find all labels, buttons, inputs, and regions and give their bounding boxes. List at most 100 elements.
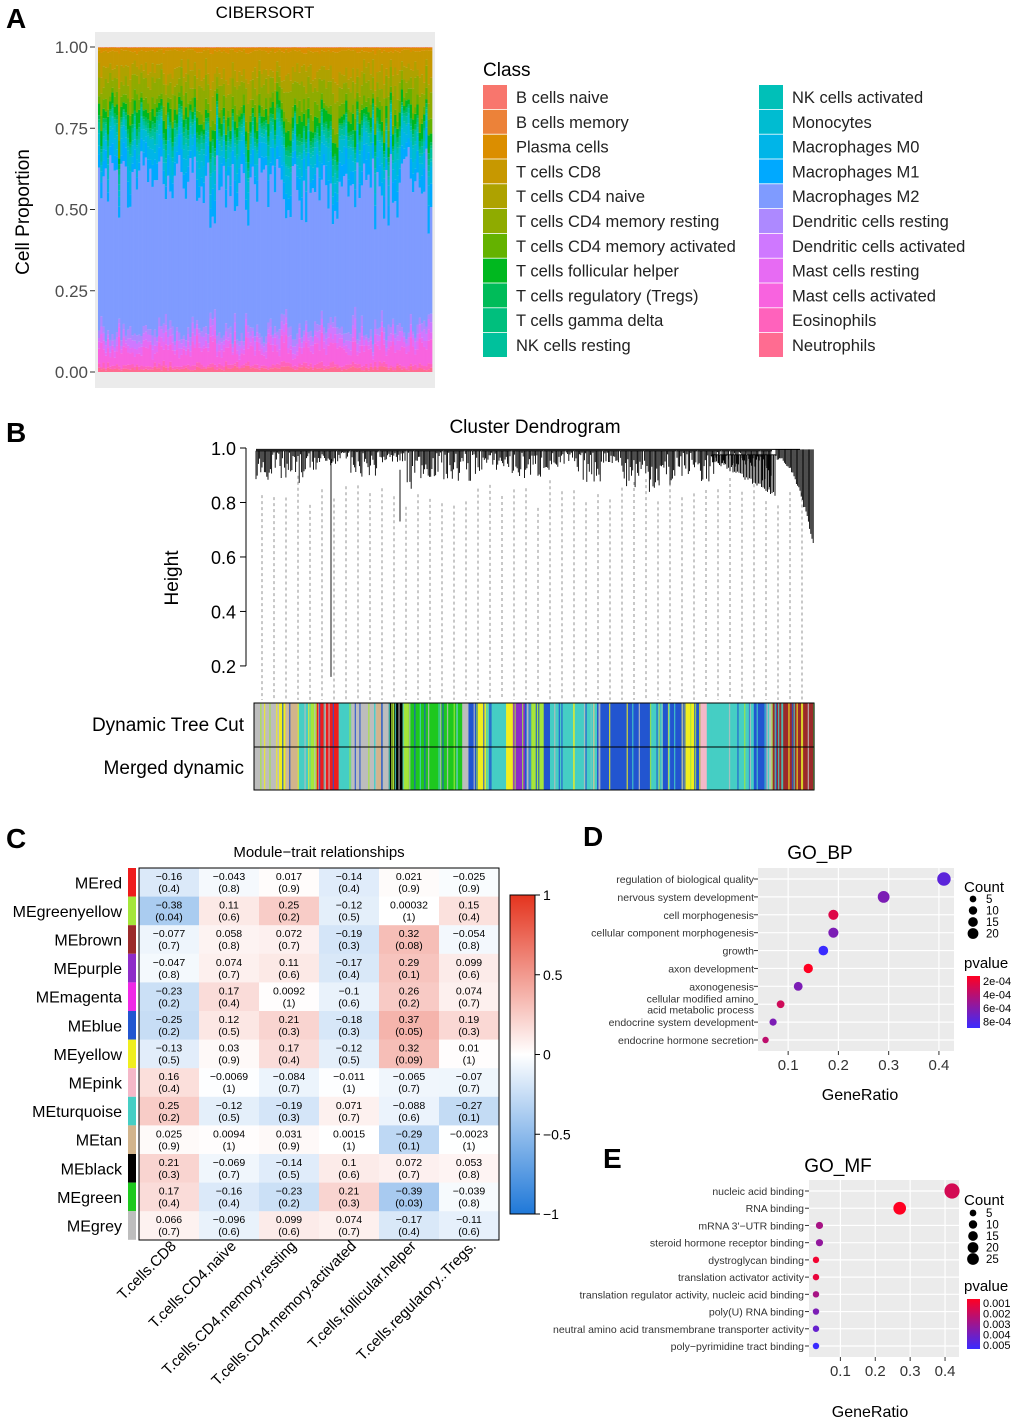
bar-segment [164, 344, 168, 366]
tree-branches [543, 450, 566, 470]
row-color-swatch [128, 1068, 136, 1097]
bar-segment [253, 142, 257, 147]
bar-segment [220, 150, 224, 156]
row-color-swatch [128, 868, 136, 897]
bar-segment [193, 134, 197, 157]
heatmap-cell: 0.12(0.5) [199, 1011, 260, 1040]
bar-segment [140, 72, 143, 93]
bar-segment [289, 326, 293, 336]
bar-segment [213, 90, 217, 124]
bar-segment [184, 50, 188, 74]
bar-segment [267, 156, 270, 160]
bar-segment [336, 193, 339, 202]
sample-bar [336, 47, 339, 372]
heatmap-cell: −0.19(0.3) [259, 1096, 320, 1126]
bar-segment [129, 369, 132, 372]
legend-label: Neutrophils [792, 337, 875, 355]
cell-fill [319, 1068, 380, 1098]
bar-segment [118, 206, 121, 218]
bar-segment [403, 97, 406, 107]
bar-segment [182, 127, 186, 133]
bar-segment [244, 156, 248, 163]
bar-segment [298, 200, 301, 324]
bar-segment [420, 50, 424, 75]
bar-segment [347, 196, 350, 333]
bar-segment [256, 95, 259, 123]
bar-segment [98, 119, 101, 123]
bar-segment [247, 225, 250, 326]
bar-segment [160, 116, 163, 119]
bar-segment [396, 191, 399, 218]
bar-segment [211, 325, 215, 336]
bar-segment [327, 365, 330, 369]
bar-segment [407, 366, 411, 371]
bar-segment [400, 327, 404, 331]
bar-segment [153, 159, 157, 181]
bar-segment [389, 327, 393, 334]
bar-segment [191, 98, 195, 112]
cell-correlation: −0.18 [336, 1014, 363, 1026]
bar-segment [146, 128, 150, 134]
bar-segment [258, 369, 261, 372]
bar-segment [376, 120, 379, 124]
bar-segment [371, 77, 375, 94]
bar-segment [358, 183, 362, 199]
sample-bar [342, 47, 346, 372]
bar-segment [367, 97, 371, 113]
tree-cluster [379, 450, 407, 463]
legend-swatch [483, 233, 507, 258]
cell-correlation: −0.1 [339, 985, 360, 997]
sample-bar [307, 47, 310, 372]
sample-bar [200, 47, 204, 372]
bar-segment [178, 96, 181, 105]
bar-segment [195, 146, 199, 151]
bar-segment [267, 141, 270, 146]
bar-segment [405, 47, 408, 50]
bar-segment [351, 113, 355, 131]
bar-segment [200, 177, 204, 187]
bar-segment [109, 346, 112, 353]
cell-pvalue: (0.9) [278, 883, 300, 895]
cell-correlation: −0.12 [336, 900, 363, 912]
cell-correlation: 0.025 [156, 1128, 182, 1140]
heatmap-cell: −0.069(0.7) [199, 1154, 260, 1183]
bar-segment [358, 154, 362, 167]
bar-segment [260, 87, 264, 107]
bar-segment [318, 325, 322, 331]
bar-segment [162, 349, 166, 361]
bar-segment [236, 114, 239, 128]
bar-segment [133, 110, 137, 115]
bar-segment [149, 128, 152, 132]
term-label: nucleic acid binding [712, 1186, 804, 1198]
bar-segment [398, 147, 402, 160]
bar-segment [151, 109, 155, 122]
heatmap-cell: −0.07(0.7) [439, 1068, 500, 1098]
bar-segment [342, 119, 346, 123]
bar-segment [305, 148, 308, 153]
bar-segment [142, 125, 146, 130]
bar-segment [322, 154, 326, 166]
bar-segment [109, 155, 112, 340]
bar-segment [358, 96, 362, 113]
bar-segment [231, 164, 235, 344]
bar-segment [425, 349, 428, 367]
bar-segment [233, 105, 237, 122]
bar-segment [98, 154, 101, 168]
bar-segment [300, 159, 304, 177]
bar-segment [151, 63, 155, 78]
bar-segment [351, 104, 355, 114]
bar-segment [231, 113, 235, 117]
bar-segment [193, 107, 197, 113]
sample-bar [227, 47, 230, 372]
bar-segment [336, 368, 339, 372]
bar-segment [331, 142, 335, 157]
bar-segment [251, 337, 255, 347]
bar-segment [175, 350, 179, 367]
bar-segment [369, 131, 373, 134]
bar-segment [302, 158, 306, 181]
bar-segment [311, 345, 315, 354]
bar-segment [378, 335, 382, 341]
bar-segment [207, 84, 210, 104]
bar-segment [118, 323, 121, 328]
bar-segment [298, 323, 301, 329]
